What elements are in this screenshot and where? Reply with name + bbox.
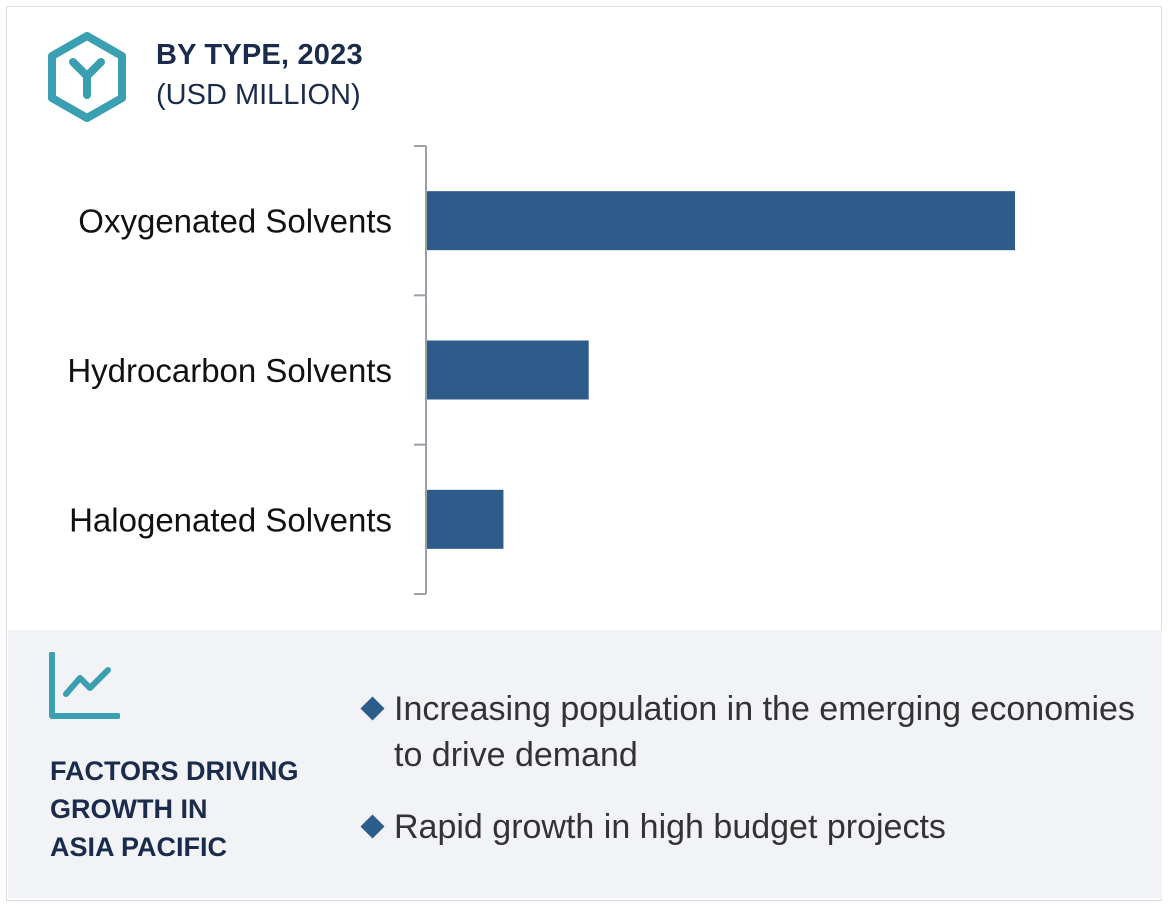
factor-text: Increasing population in the emerging ec…	[394, 690, 1135, 774]
factors-title-line: FACTORS DRIVING	[50, 756, 299, 786]
line-chart-icon	[49, 652, 120, 719]
factor-item: Increasing population in the emerging ec…	[358, 686, 1138, 778]
chart-subtitle: (USD MILLION)	[156, 79, 361, 111]
category-label: Oxygenated Solvents	[78, 203, 392, 240]
category-label: Hydrocarbon Solvents	[67, 352, 392, 389]
bar-oxygenated-solvents	[427, 191, 1015, 251]
factor-item: Rapid growth in high budget projects	[358, 804, 1138, 850]
factor-text: Rapid growth in high budget projects	[394, 808, 946, 846]
factors-title-line: ASIA PACIFIC	[50, 832, 228, 862]
factors-title-line: GROWTH IN	[50, 794, 208, 824]
factors-title: FACTORS DRIVING GROWTH IN ASIA PACIFIC	[50, 752, 330, 866]
category-label: Halogenated Solvents	[69, 501, 392, 538]
bar-halogenated-solvents	[427, 489, 504, 549]
factors-panel: FACTORS DRIVING GROWTH IN ASIA PACIFIC I…	[8, 630, 1162, 898]
factors-list: Increasing population in the emerging ec…	[358, 686, 1138, 876]
chart-title: BY TYPE, 2023	[156, 39, 363, 71]
diamond-bullet-icon	[360, 696, 385, 721]
hexagon-y-icon	[48, 32, 126, 122]
bar-hydrocarbon-solvents	[427, 340, 589, 400]
diamond-bullet-icon	[360, 814, 385, 839]
bar-chart: Oxygenated Solvents Hydrocarbon Solvents H…	[67, 145, 1015, 595]
